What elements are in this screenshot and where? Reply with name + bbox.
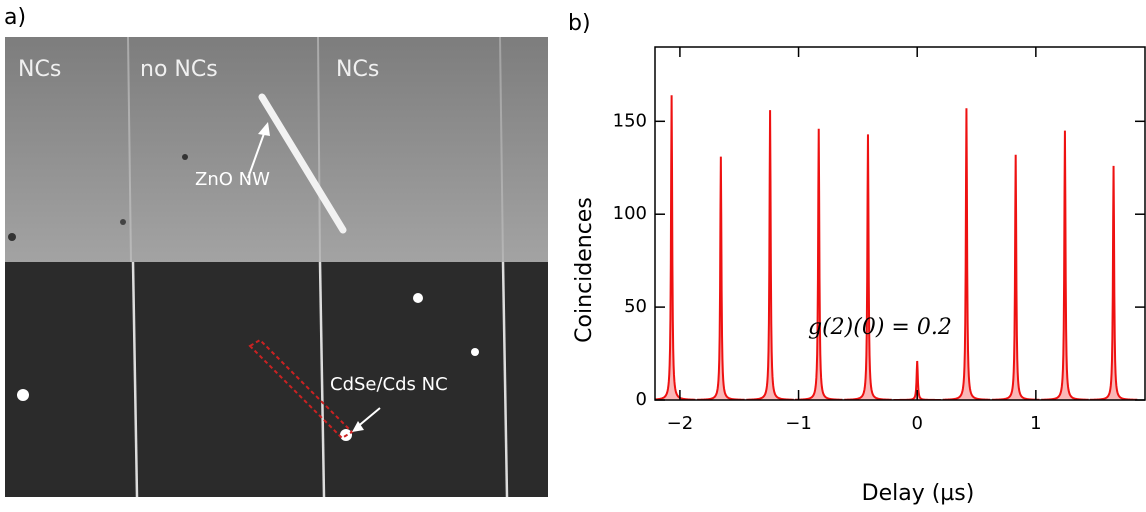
plot-data xyxy=(655,95,1138,400)
image-top xyxy=(5,37,548,262)
panel-label: a) xyxy=(4,5,26,30)
nanocrystal-label: CdSe/Cds NC xyxy=(330,374,448,395)
region-label: NCs xyxy=(336,57,379,82)
annotation: g(2)(0) = 0.2 xyxy=(808,315,952,340)
y-axis-label: Coincidences xyxy=(572,197,597,343)
x-tick-label: −1 xyxy=(785,413,812,434)
y-tick-label: 150 xyxy=(613,110,647,131)
x-axis-label: Delay (µs) xyxy=(862,481,975,506)
y-tick-label: 0 xyxy=(636,389,647,410)
y-tick-label: 100 xyxy=(613,203,647,224)
y-tick-label: 50 xyxy=(624,296,647,317)
x-tick-label: −2 xyxy=(667,413,694,434)
region-label: NCs xyxy=(18,57,61,82)
x-tick-label: 1 xyxy=(1030,413,1041,434)
micrograph: NCs no NCs NCs ZnO NW CdSe/Cds NC xyxy=(5,36,548,498)
image-bottom xyxy=(5,262,548,497)
panel-label: b) xyxy=(568,11,591,36)
nanowire-label: ZnO NW xyxy=(195,169,270,190)
plot-frame xyxy=(654,46,1146,401)
x-tick-label: 0 xyxy=(911,413,922,434)
region-label: no NCs xyxy=(140,57,218,82)
